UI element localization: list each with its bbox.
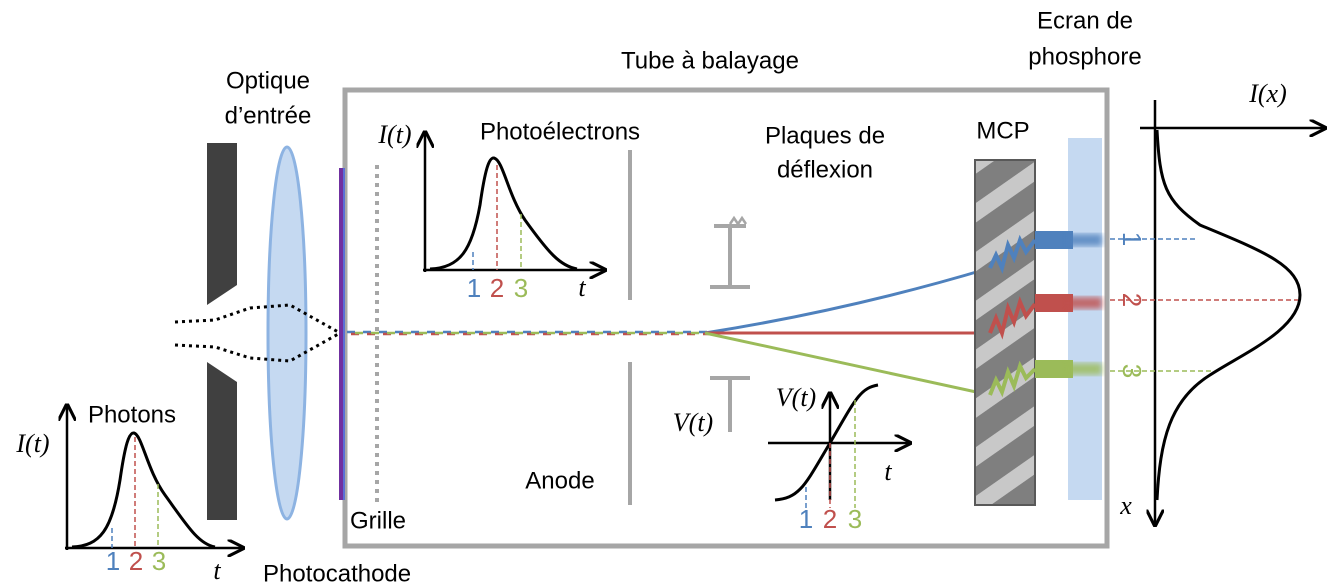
lens	[266, 145, 308, 521]
electron-bunch-1	[1035, 231, 1073, 249]
axis-label: I(t)	[377, 120, 411, 149]
deflection-plate-upper	[728, 215, 748, 227]
marker-label: 2	[129, 546, 143, 576]
label: Anode	[525, 467, 594, 494]
label: Tube à balayage	[621, 47, 799, 74]
axis-label: V(t)	[776, 383, 816, 412]
marker-label: 2	[490, 273, 504, 303]
marker-label: 1	[1117, 232, 1147, 246]
marker-label: 1	[106, 546, 120, 576]
label: Photons	[88, 401, 176, 428]
label: déflexion	[777, 156, 873, 183]
axis-label: I(t)	[15, 429, 49, 458]
slit-upper	[207, 143, 237, 305]
mcp-avalanche-3	[988, 360, 1037, 398]
mcp	[974, 159, 1036, 506]
label: d’entrée	[225, 102, 312, 129]
marker-label: 3	[848, 504, 862, 534]
screen-spot-1	[1066, 234, 1102, 246]
label: Plaques de	[765, 122, 885, 149]
label: Grille	[350, 507, 406, 534]
slit-lower	[207, 362, 237, 520]
deflection-plate-lower	[710, 376, 750, 432]
pulse-curve	[71, 431, 216, 549]
electron-bunch-3	[1035, 360, 1073, 378]
marker-label: 3	[152, 546, 166, 576]
marker-label: 2	[823, 504, 837, 534]
marker-label: 3	[1117, 364, 1147, 378]
label: Optique	[226, 67, 310, 94]
electron-bunch-2	[1035, 294, 1073, 312]
axis-label: I(x)	[1248, 79, 1287, 108]
label: MCP	[976, 117, 1029, 144]
beam-1	[704, 266, 991, 335]
screen-spot-3	[1066, 363, 1102, 375]
label: Photocathode	[263, 560, 411, 585]
axis-label: t	[578, 273, 586, 302]
light-beam-upper	[174, 303, 341, 335]
axis-label: t	[213, 556, 221, 585]
marker-label: 2	[1117, 293, 1147, 307]
axis-label: t	[884, 457, 892, 486]
deflection-plate-upper	[710, 215, 750, 289]
pulse-curve	[429, 156, 578, 271]
screen-spot-2	[1066, 297, 1102, 309]
marker-label: 3	[514, 273, 528, 303]
axis-label: x	[1119, 491, 1132, 520]
marker-label: 1	[467, 273, 481, 303]
light-beam-lower	[174, 331, 341, 363]
mcp-avalanche-1	[988, 234, 1037, 274]
profile-curve	[1155, 129, 1302, 501]
mcp-avalanche-2	[988, 296, 1037, 340]
label: phosphore	[1028, 43, 1141, 70]
marker-label: 1	[799, 504, 813, 534]
label: V(t)	[673, 408, 713, 437]
label: Photoélectrons	[480, 118, 640, 145]
phosphor-screen	[1068, 138, 1102, 500]
beam-3	[704, 331, 991, 397]
label: Ecran de	[1037, 7, 1133, 34]
